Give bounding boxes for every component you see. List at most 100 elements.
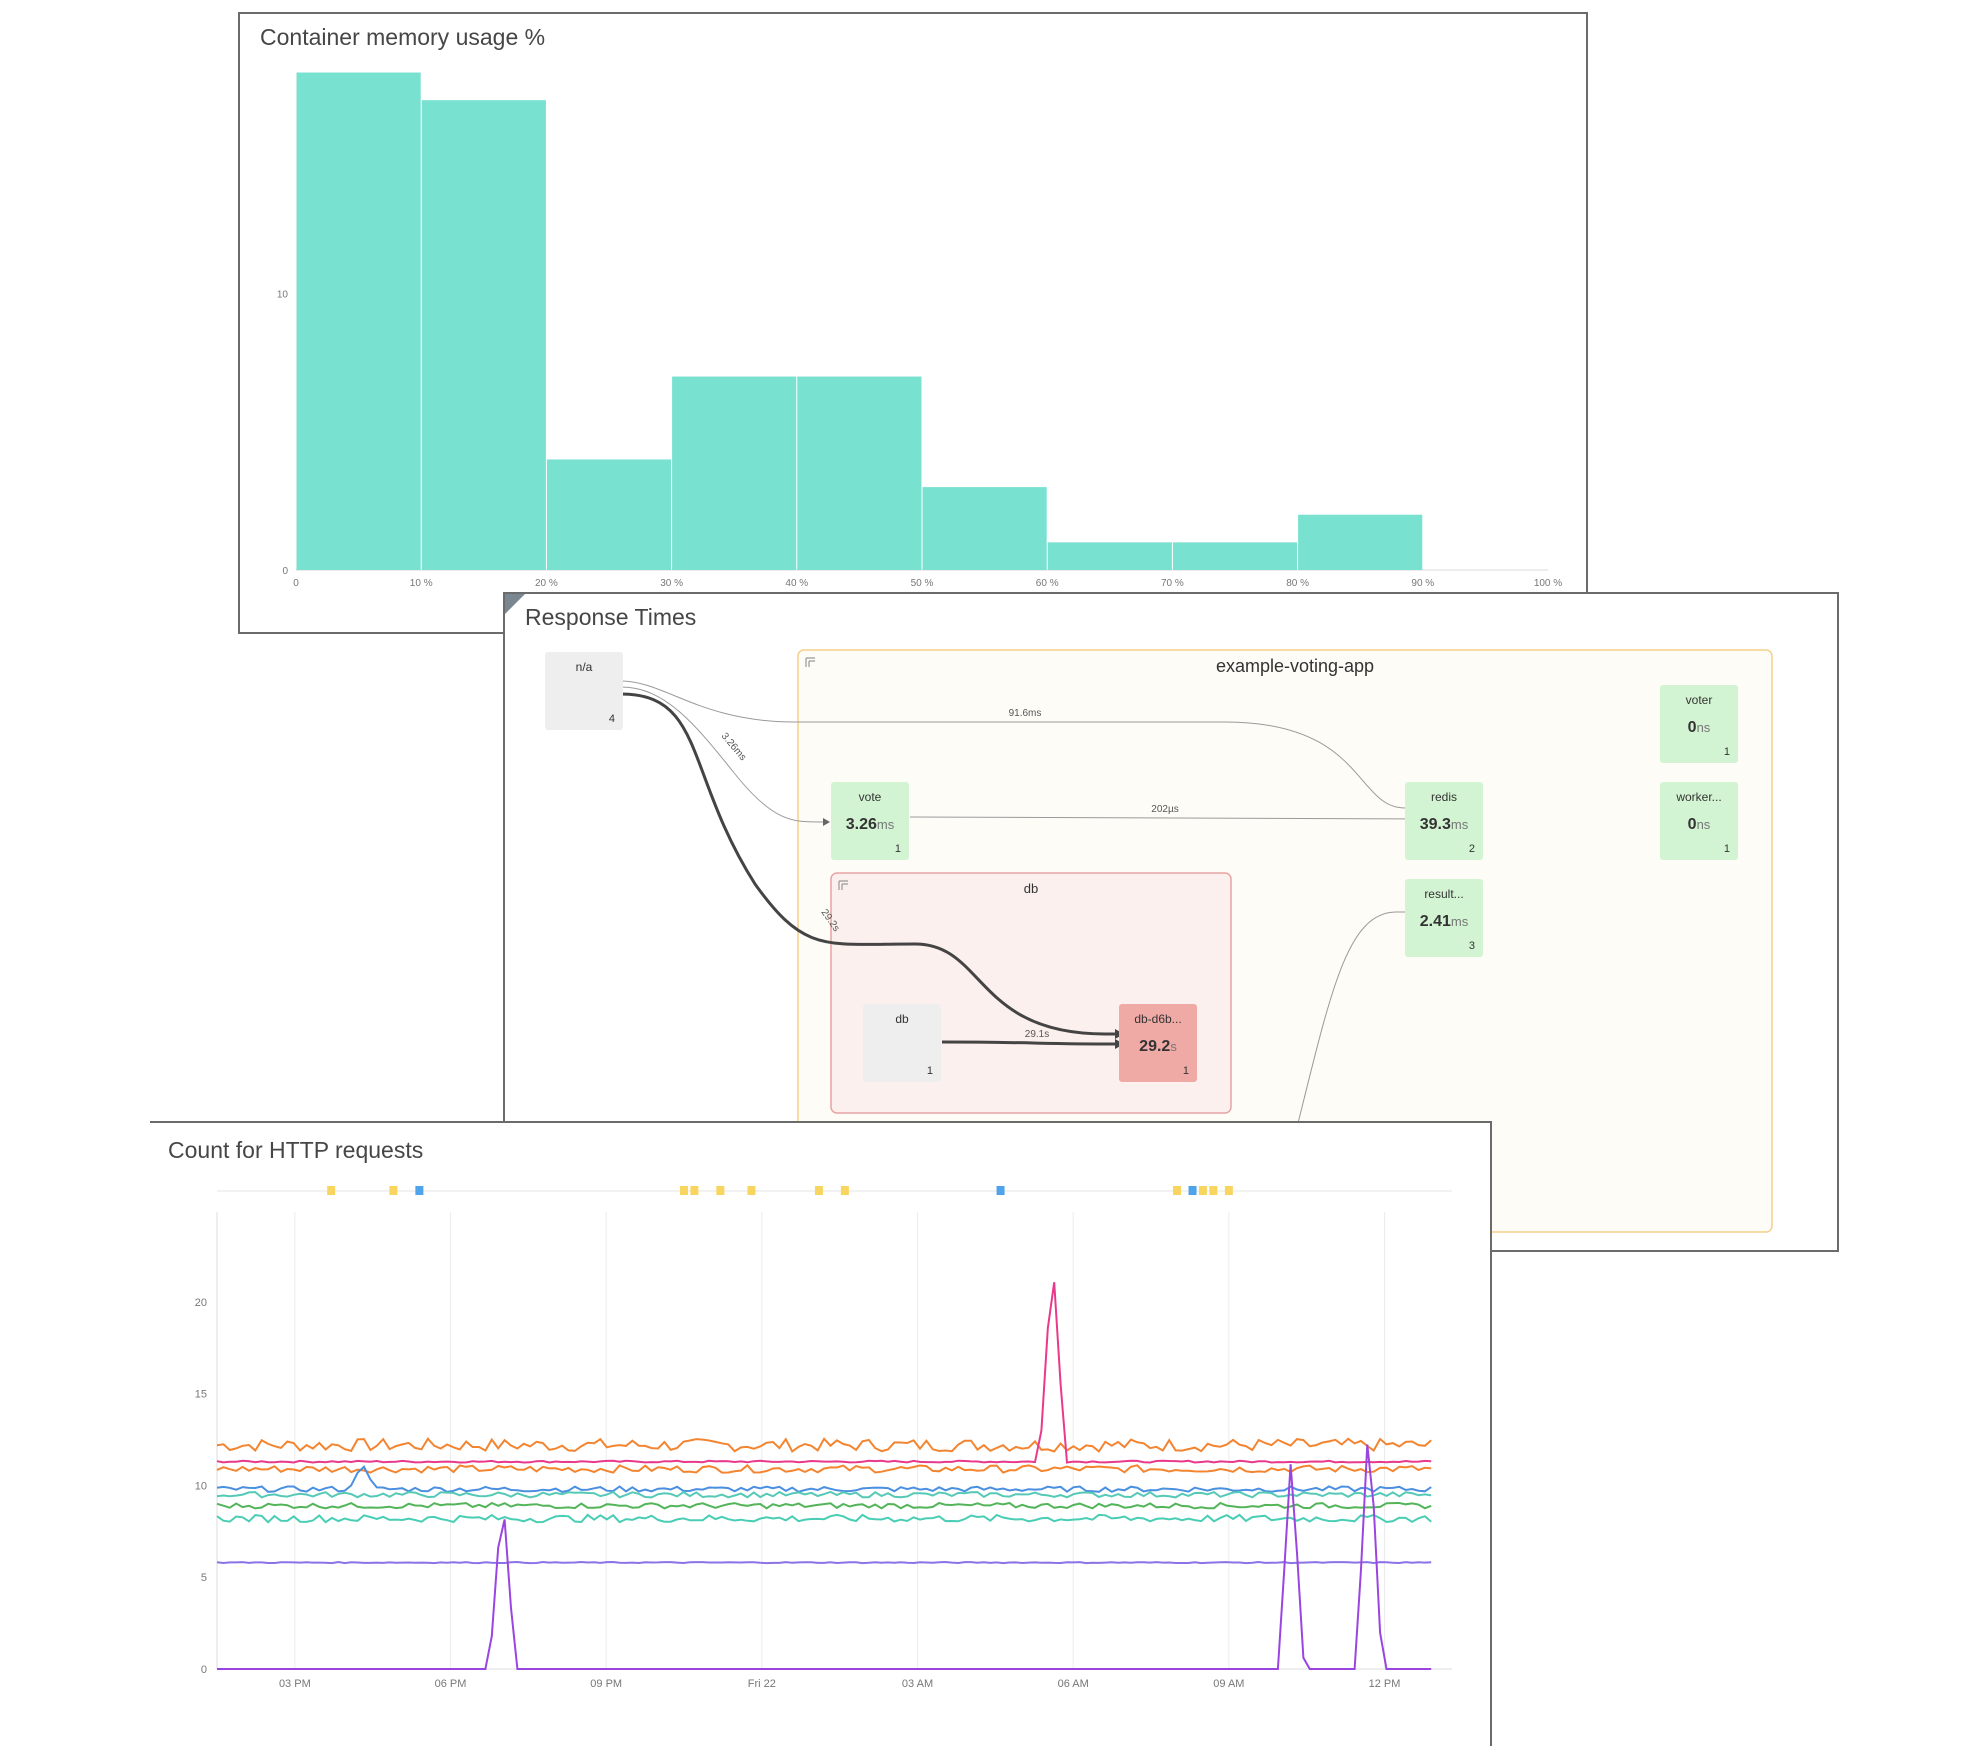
node-value-number: 0 xyxy=(1688,719,1697,736)
event-marker xyxy=(415,1186,424,1195)
memory-usage-panel: Container memory usage % 0 10 % 20 % 30 % 40… xyxy=(238,12,1588,634)
event-marker xyxy=(814,1186,823,1195)
node-name: n/a xyxy=(576,660,593,674)
series-line xyxy=(216,1463,1432,1474)
x-tick-label: 50 % xyxy=(911,578,934,589)
node-value-unit: ms xyxy=(1451,914,1469,929)
series-line xyxy=(216,1501,1432,1510)
x-tick-label: 03 PM xyxy=(279,1678,311,1690)
y-tick-label: 20 xyxy=(195,1297,207,1309)
edge-na-redis[interactable] xyxy=(620,680,1425,809)
panel-title: Response Times xyxy=(525,604,697,630)
x-tick-label: 03 AM xyxy=(902,1678,933,1690)
node-value-number: 0 xyxy=(1688,816,1697,833)
x-tick-label: 70 % xyxy=(1161,578,1184,589)
node-value-number: 39.3 xyxy=(1420,816,1451,833)
histogram-bar xyxy=(672,376,797,570)
group-collapse-icon[interactable] xyxy=(805,657,815,667)
group-title: example-voting-app xyxy=(1216,656,1374,676)
node-worker[interactable]: worker... 0ns 1 xyxy=(1660,782,1738,860)
histogram-bar xyxy=(1172,542,1298,570)
edge-label: 29.1s xyxy=(1025,1029,1049,1040)
event-marker xyxy=(389,1186,398,1195)
histogram-bar xyxy=(296,72,421,571)
panel-title: Count for HTTP requests xyxy=(168,1137,424,1163)
node-value-number: 3.26 xyxy=(846,816,877,833)
x-tick-label: 06 AM xyxy=(1058,1678,1089,1690)
node-voter[interactable]: voter 0ns 1 xyxy=(1660,685,1738,763)
event-marker xyxy=(1172,1186,1181,1195)
y-tick-label: 0 xyxy=(282,566,288,577)
node-count: 1 xyxy=(1724,843,1730,855)
memory-histogram: 0 10 % 20 % 30 % 40 % 50 % 60 % 70 % 80 % 90 % 100… xyxy=(277,72,1562,589)
node-name: vote xyxy=(859,790,882,804)
node-result[interactable]: result... 2.41ms 3 xyxy=(1405,879,1483,957)
node-value-unit: s xyxy=(1170,1039,1177,1054)
node-db[interactable]: db 1 xyxy=(863,1004,941,1082)
event-marker xyxy=(1209,1186,1218,1195)
node-value-unit: ns xyxy=(1697,720,1711,735)
node-redis[interactable]: redis 39.3ms 2 xyxy=(1405,782,1483,860)
node-name: worker... xyxy=(1675,790,1721,804)
event-marker xyxy=(327,1186,336,1195)
series-line xyxy=(216,1465,1432,1493)
node-name: db-d6b... xyxy=(1134,1012,1181,1026)
node-value: 0ns xyxy=(1688,719,1711,736)
subgroup-collapse-icon[interactable] xyxy=(838,880,848,890)
node-count: 1 xyxy=(1183,1065,1189,1077)
event-marker xyxy=(1188,1186,1197,1195)
x-tick-label: 40 % xyxy=(785,578,808,589)
y-tick-label: 0 xyxy=(201,1664,207,1676)
histogram-bar xyxy=(922,487,1047,570)
node-count: 1 xyxy=(1724,746,1730,758)
series-line xyxy=(216,1282,1432,1464)
http-requests-panel: Count for HTTP requests 03 PM 06 PM 09 PM F… xyxy=(150,1121,1492,1746)
y-tick-label: 10 xyxy=(277,290,289,301)
edge-vote-redis[interactable] xyxy=(909,816,1426,820)
node-count: 3 xyxy=(1469,940,1475,952)
x-tick-label: 10 % xyxy=(410,578,433,589)
histogram-bar xyxy=(421,100,546,571)
y-tick-label: 5 xyxy=(201,1572,207,1584)
node-name: db xyxy=(895,1012,909,1026)
x-tick-label: 0 xyxy=(293,578,299,589)
node-vote[interactable]: vote 3.26ms 1 xyxy=(831,782,909,860)
x-tick-label: 100 % xyxy=(1534,578,1562,589)
node-value: 0ns xyxy=(1688,816,1711,833)
node-na[interactable]: n/a 4 xyxy=(545,652,623,730)
histogram-bar xyxy=(546,459,672,570)
series-line xyxy=(216,1490,1432,1499)
node-value: 29.2s xyxy=(1139,1038,1177,1055)
node-value-number: 2.41 xyxy=(1420,913,1451,930)
event-marker xyxy=(680,1186,689,1195)
node-name: redis xyxy=(1431,790,1457,804)
x-tick-label: 20 % xyxy=(535,578,558,589)
x-tick-label: 09 AM xyxy=(1213,1678,1244,1690)
series-line xyxy=(216,1513,1432,1524)
x-tick-label: Fri 22 xyxy=(748,1678,776,1690)
panel-title: Container memory usage % xyxy=(260,24,546,50)
node-name: voter xyxy=(1686,693,1713,707)
node-value: 39.3ms xyxy=(1420,816,1469,833)
edge-na-vote[interactable] xyxy=(620,686,824,823)
http-requests-chart: 03 PM 06 PM 09 PM Fri 22 03 AM 06 AM 09 AM 12 P… xyxy=(195,1186,1452,1690)
series-line xyxy=(216,1437,1432,1453)
edge-db-dbd6b[interactable] xyxy=(941,1040,1116,1046)
event-marker xyxy=(716,1186,725,1195)
arrow-head xyxy=(823,818,830,826)
event-marker xyxy=(1224,1186,1233,1195)
node-count: 4 xyxy=(609,713,615,725)
event-marker xyxy=(996,1186,1005,1195)
node-count: 1 xyxy=(927,1065,933,1077)
node-name: result... xyxy=(1424,887,1463,901)
y-tick-label: 15 xyxy=(195,1389,207,1401)
x-tick-label: 80 % xyxy=(1286,578,1309,589)
node-value-unit: ms xyxy=(1451,817,1469,832)
edge-na-db[interactable] xyxy=(620,692,1115,1036)
x-tick-label: 90 % xyxy=(1411,578,1434,589)
x-tick-label: 12 PM xyxy=(1369,1678,1401,1690)
x-tick-label: 06 PM xyxy=(435,1678,467,1690)
node-db-d6b[interactable]: db-d6b... 29.2s 1 xyxy=(1119,1004,1197,1082)
service-map: example-voting-app db 91.6ms 3.26ms 202µ… xyxy=(545,649,1773,1250)
node-value: 3.26ms xyxy=(846,816,895,833)
